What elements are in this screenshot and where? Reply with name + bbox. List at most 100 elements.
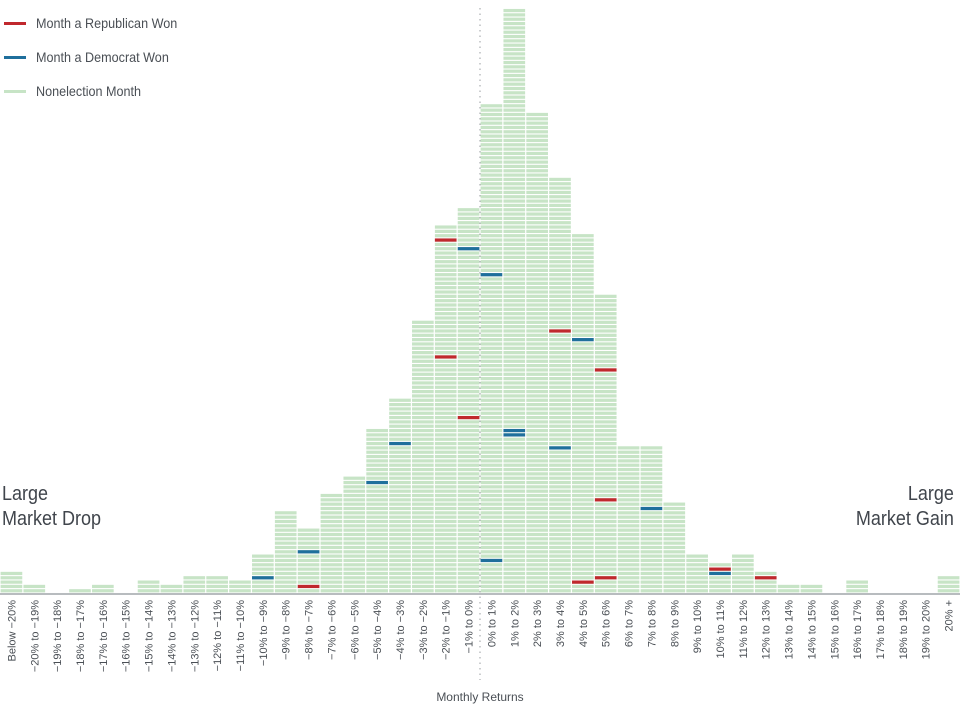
month-block — [457, 433, 480, 437]
legend-item-republican: Month a Republican Won — [4, 6, 193, 40]
month-block — [503, 190, 526, 195]
month-block — [526, 502, 548, 506]
month-block — [297, 567, 320, 571]
month-block — [457, 333, 480, 337]
month-block — [617, 537, 640, 541]
month-block — [412, 519, 434, 524]
month-block — [457, 359, 480, 363]
month-block — [320, 567, 343, 571]
legend-label: Month a Democrat Won — [36, 49, 169, 65]
month-block — [252, 571, 274, 576]
month-block — [503, 342, 526, 346]
month-block — [526, 264, 548, 268]
month-block — [640, 454, 663, 459]
month-block — [503, 73, 526, 78]
month-block — [503, 117, 526, 121]
month-block — [480, 286, 503, 290]
month-block — [366, 567, 388, 571]
month-block — [389, 450, 411, 454]
month-block — [572, 268, 594, 272]
month-block — [663, 576, 686, 580]
month-block — [320, 506, 343, 511]
x-tick-label: −12% to −11% — [212, 600, 224, 672]
month-block — [434, 286, 457, 290]
month-block — [434, 550, 457, 554]
month-block — [503, 186, 526, 190]
month-block — [160, 584, 183, 589]
x-tick-label: Below −20% — [6, 600, 18, 662]
month-block — [366, 541, 388, 545]
month-block — [434, 242, 457, 246]
month-block — [412, 511, 434, 515]
month-block — [503, 424, 526, 428]
month-block — [320, 576, 343, 580]
month-block — [594, 459, 617, 463]
month-block — [252, 554, 274, 558]
month-block — [549, 502, 571, 506]
democrat-month-marker — [709, 571, 731, 576]
bar — [69, 589, 91, 593]
month-block — [343, 480, 366, 485]
month-block — [503, 299, 526, 303]
month-block — [937, 580, 960, 584]
month-block — [457, 519, 480, 524]
month-block — [480, 485, 503, 489]
month-block — [640, 515, 663, 519]
month-block — [389, 480, 411, 485]
month-block — [457, 338, 480, 342]
month-block — [526, 299, 548, 303]
month-block — [549, 290, 571, 294]
month-block — [572, 515, 594, 519]
month-block — [663, 584, 686, 589]
month-block — [549, 524, 571, 528]
month-block — [549, 242, 571, 246]
month-block — [503, 537, 526, 541]
month-block — [594, 394, 617, 398]
month-block — [526, 333, 548, 337]
month-block — [480, 294, 503, 298]
month-block — [549, 208, 571, 212]
month-block — [457, 277, 480, 281]
month-block — [549, 351, 571, 355]
month-block — [183, 589, 206, 593]
month-block — [434, 476, 457, 480]
month-block — [412, 381, 434, 385]
month-block — [297, 589, 320, 593]
month-block — [480, 281, 503, 285]
month-block — [343, 489, 366, 493]
month-block — [549, 528, 571, 532]
month-block — [503, 368, 526, 372]
bar — [23, 584, 46, 593]
month-block — [297, 563, 320, 567]
x-tick-label: −5% to −4% — [372, 600, 384, 660]
month-block — [572, 428, 594, 433]
month-block — [366, 498, 388, 502]
month-block — [389, 567, 411, 571]
month-block — [937, 576, 960, 580]
month-block — [297, 532, 320, 537]
month-block — [412, 433, 434, 437]
month-block — [663, 502, 686, 506]
month-block — [572, 463, 594, 467]
month-block — [389, 545, 411, 550]
x-tick-label: 20% + — [944, 600, 956, 632]
month-block — [480, 407, 503, 411]
month-block — [480, 472, 503, 476]
month-block — [503, 355, 526, 359]
month-block — [572, 415, 594, 420]
month-block — [434, 320, 457, 324]
month-block — [457, 571, 480, 576]
month-block — [640, 550, 663, 554]
month-block — [526, 195, 548, 199]
month-block — [594, 333, 617, 337]
month-block — [457, 424, 480, 428]
month-block — [526, 580, 548, 584]
month-block — [572, 411, 594, 415]
month-block — [389, 489, 411, 493]
month-block — [663, 550, 686, 554]
x-tick-label: −10% to −9% — [258, 600, 270, 666]
month-block — [457, 294, 480, 298]
month-block — [549, 463, 571, 467]
month-block — [526, 156, 548, 160]
month-block — [572, 541, 594, 545]
